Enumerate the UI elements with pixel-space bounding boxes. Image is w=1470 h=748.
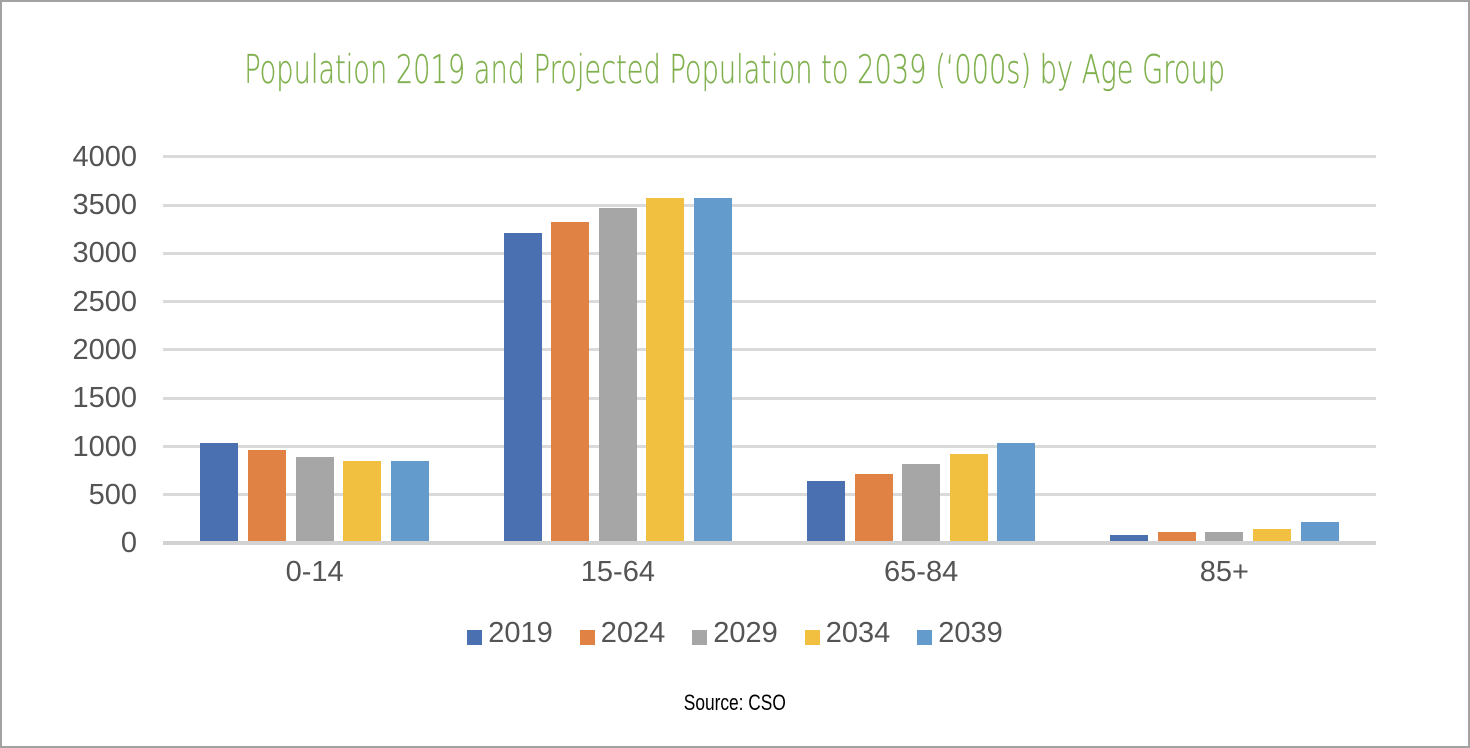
legend-item-2024: 2024 (579, 617, 666, 649)
legend-item-2039: 2039 (917, 618, 1003, 648)
gridline-1500 (163, 396, 1376, 400)
x-axis-line (163, 541, 1376, 545)
chart-title-text: Population 2019 and Projected Population… (244, 47, 1226, 93)
gridline-2000 (163, 348, 1376, 352)
legend-label-2019: 2019 (488, 617, 553, 649)
y-tick-label-3000: 3000 (72, 237, 137, 270)
legend-label-2024: 2024 (600, 617, 666, 649)
legend-item-2029: 2029 (692, 618, 778, 648)
y-tick-label-1000: 1000 (72, 430, 137, 463)
y-tick-label-0: 0 (120, 527, 137, 560)
bar-2034-85+ (1252, 529, 1291, 544)
bar-2039-15-64 (694, 198, 733, 544)
plot-area (163, 155, 1376, 545)
x-category-label-85+: 85+ (1199, 556, 1249, 588)
bar-2039-85+ (1300, 521, 1339, 544)
bar-2019-15-64 (503, 232, 542, 544)
bar-2034-0-14 (343, 460, 382, 544)
bar-2039-0-14 (390, 461, 429, 544)
legend-item-2034: 2034 (804, 617, 891, 649)
y-tick-label-1500: 1500 (72, 382, 137, 415)
source-note: Source: CSO (2, 689, 1468, 715)
legend-item-2019: 2019 (467, 618, 553, 648)
chart-title: Population 2019 and Projected Population… (2, 47, 1468, 93)
gridline-3500 (163, 203, 1376, 207)
bar-2024-0-14 (248, 450, 287, 544)
bar-2029-65-84 (902, 463, 941, 544)
bar-2024-85+ (1157, 532, 1196, 544)
y-tick-label-500: 500 (88, 478, 137, 511)
gridline-500 (163, 493, 1376, 497)
legend-swatch-2019 (467, 629, 483, 645)
y-tick-label-3500: 3500 (72, 189, 137, 221)
legend-label-2029: 2029 (713, 617, 778, 649)
bar-2029-15-64 (598, 208, 637, 544)
x-category-label-15-64: 15-64 (580, 556, 655, 588)
legend-swatch-2039 (917, 629, 933, 645)
legend-label-2039: 2039 (938, 617, 1003, 649)
y-tick-label-2500: 2500 (72, 285, 137, 318)
x-category-label-0-14: 0-14 (285, 556, 344, 588)
legend-label-2034: 2034 (825, 617, 891, 649)
bar-2024-15-64 (551, 221, 590, 544)
legend-swatch-2034 (804, 629, 820, 645)
y-tick-label-4000: 4000 (72, 140, 137, 173)
bar-2034-65-84 (949, 453, 988, 544)
bar-2034-15-64 (646, 198, 685, 544)
source-note-text: Source: CSO (683, 689, 786, 715)
gridline-1000 (163, 445, 1376, 449)
bar-2019-65-84 (806, 480, 845, 544)
bar-2024-65-84 (854, 474, 893, 544)
bar-2029-0-14 (295, 457, 334, 544)
gridline-4000 (163, 155, 1376, 159)
x-category-label-65-84: 65-84 (884, 556, 959, 588)
bar-2019-0-14 (200, 443, 239, 544)
legend-swatch-2024 (579, 629, 595, 645)
bar-2039-65-84 (997, 443, 1036, 544)
bar-2029-85+ (1205, 532, 1244, 544)
legend-swatch-2029 (692, 629, 708, 645)
gridline-2500 (163, 300, 1376, 304)
gridline-3000 (163, 251, 1376, 255)
legend: 2019 2024 2029 2034 2039 (2, 618, 1468, 648)
y-tick-label-2000: 2000 (72, 333, 137, 366)
bar-2019-85+ (1110, 535, 1149, 544)
